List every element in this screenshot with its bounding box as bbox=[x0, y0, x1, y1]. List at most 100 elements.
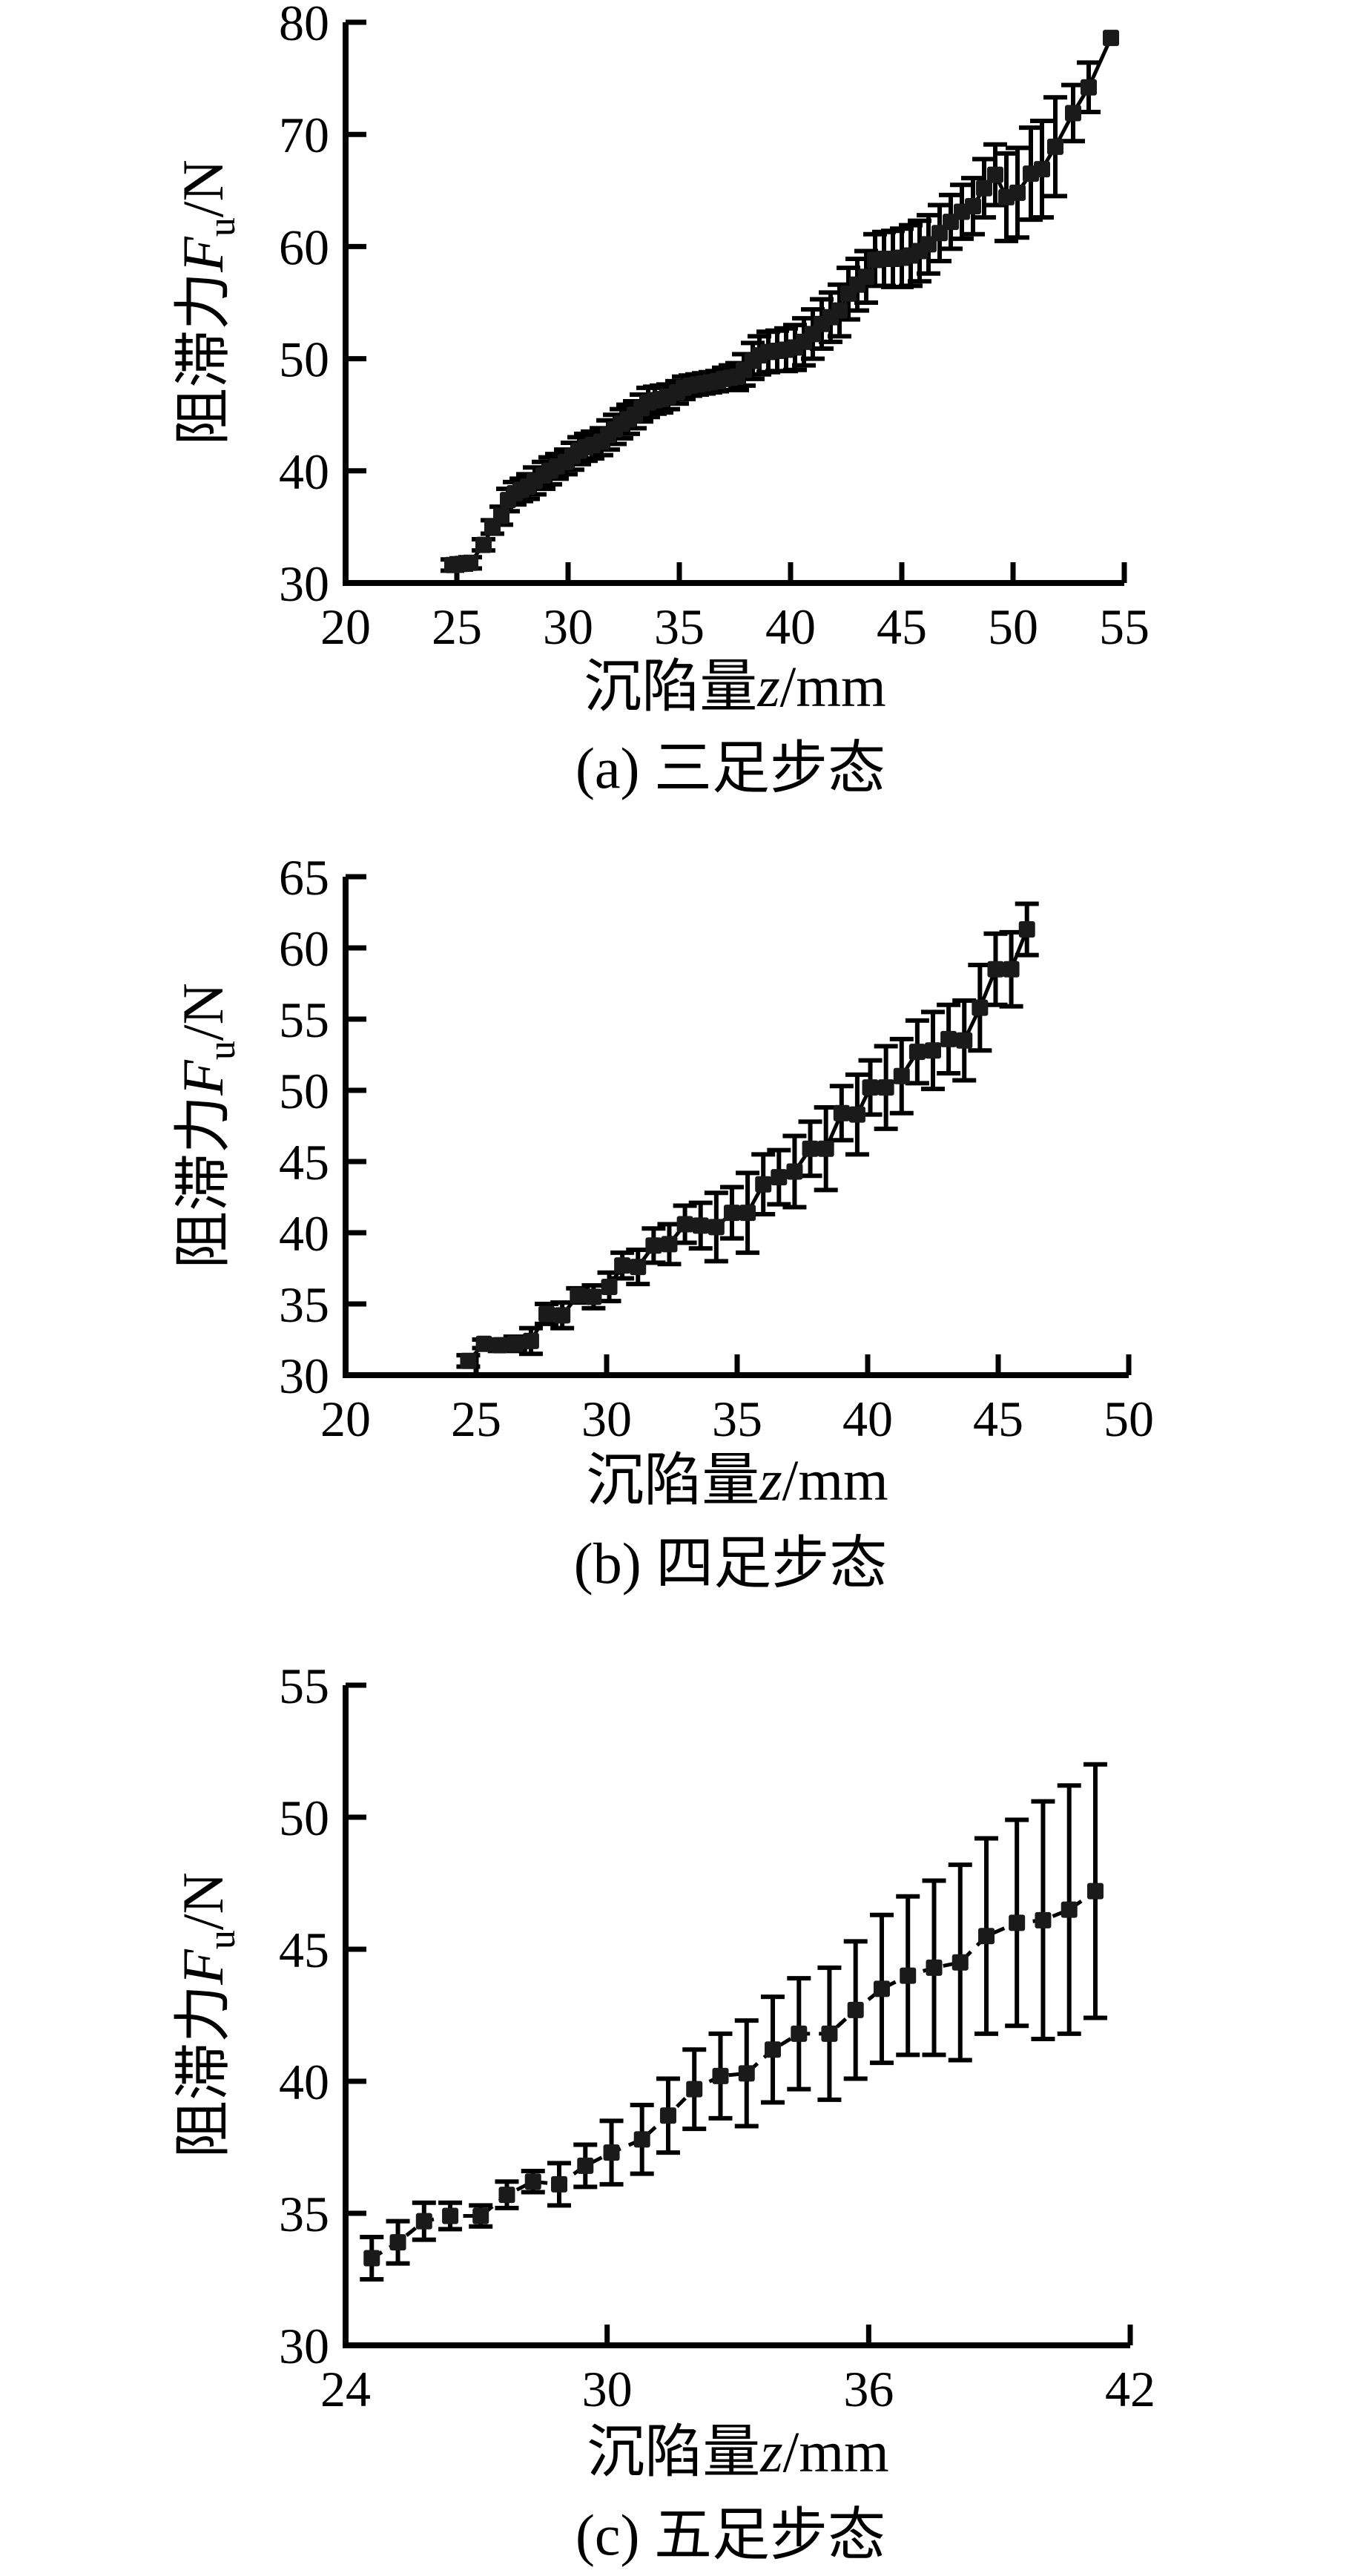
data-point bbox=[831, 302, 848, 319]
data-point bbox=[893, 1067, 910, 1084]
x-axis-label: 沉陷量z/mm bbox=[584, 654, 885, 719]
data-point bbox=[491, 1337, 508, 1354]
data-point bbox=[786, 1163, 803, 1180]
data-point bbox=[614, 1257, 631, 1274]
x-tick-label: 30 bbox=[581, 1391, 632, 1447]
y-tick-label: 55 bbox=[279, 1658, 329, 1714]
y-tick-label: 40 bbox=[279, 2054, 329, 2110]
data-point bbox=[987, 166, 1003, 183]
data-point bbox=[877, 1079, 894, 1096]
x-tick-label: 30 bbox=[543, 599, 593, 655]
data-point bbox=[601, 1278, 618, 1295]
data-point bbox=[956, 1032, 973, 1049]
data-point bbox=[738, 2065, 755, 2082]
data-point bbox=[1003, 961, 1020, 978]
data-point bbox=[987, 961, 1004, 978]
data-point bbox=[739, 1205, 756, 1222]
y-tick-label: 40 bbox=[279, 1205, 329, 1262]
x-tick-label: 20 bbox=[320, 1391, 371, 1447]
data-point bbox=[862, 1079, 879, 1096]
data-point bbox=[498, 2187, 515, 2204]
data-point bbox=[858, 269, 874, 286]
data-point bbox=[965, 197, 981, 214]
data-point bbox=[554, 1307, 571, 1324]
data-point bbox=[522, 1332, 539, 1349]
x-tick-label: 50 bbox=[1104, 1391, 1154, 1447]
data-point bbox=[462, 554, 478, 571]
data-point bbox=[538, 1305, 555, 1322]
axis-frame bbox=[343, 22, 1124, 586]
data-line bbox=[370, 1889, 1097, 2260]
x-tick-label: 35 bbox=[654, 599, 705, 655]
data-point bbox=[1047, 138, 1063, 155]
axis-frame bbox=[343, 1685, 1130, 2348]
data-point bbox=[1065, 105, 1081, 122]
error-bars bbox=[360, 1762, 1107, 2282]
x-tick-label: 40 bbox=[765, 599, 816, 655]
data-point bbox=[475, 1335, 492, 1352]
y-tick-label: 30 bbox=[279, 1348, 329, 1404]
error-bars bbox=[456, 901, 1039, 1369]
chart-quadruped-caption: (b) 四足步态 bbox=[574, 1531, 887, 1595]
data-point bbox=[847, 2001, 864, 2018]
y-tick-label: 45 bbox=[279, 1134, 329, 1190]
data-point bbox=[475, 536, 492, 553]
x-tick-label: 45 bbox=[877, 599, 927, 655]
data-point bbox=[873, 1980, 890, 1997]
y-tick-label: 40 bbox=[279, 444, 329, 500]
x-tick-label: 20 bbox=[320, 599, 371, 655]
y-axis-label: 阻滞力Fu/N bbox=[171, 159, 243, 446]
data-point bbox=[940, 1030, 957, 1047]
y-axis-label: 阻滞力Fu/N bbox=[171, 1872, 243, 2158]
data-point bbox=[1034, 161, 1050, 178]
y-tick-label: 60 bbox=[279, 219, 329, 275]
data-point bbox=[659, 2107, 676, 2124]
x-tick-label: 25 bbox=[432, 599, 482, 655]
data-point bbox=[908, 1044, 926, 1061]
data-point bbox=[926, 1959, 943, 1976]
y-tick-label: 55 bbox=[279, 992, 329, 1048]
x-tick-label: 25 bbox=[451, 1391, 501, 1447]
data-point bbox=[551, 2175, 568, 2193]
data-point bbox=[585, 1288, 602, 1305]
data-point bbox=[415, 2213, 432, 2230]
x-tick-label: 30 bbox=[582, 2361, 633, 2417]
x-tick-label: 40 bbox=[842, 1391, 893, 1447]
y-tick-label: 50 bbox=[279, 1063, 329, 1119]
x-axis-label: 沉陷量z/mm bbox=[586, 1448, 888, 1512]
chart-pentapod-caption: (c) 五足步态 bbox=[575, 2503, 885, 2567]
data-point bbox=[630, 1259, 647, 1276]
y-tick-label: 30 bbox=[279, 556, 329, 612]
y-tick-label: 70 bbox=[279, 107, 329, 163]
data-point bbox=[603, 2144, 620, 2161]
data-point bbox=[507, 1335, 524, 1352]
data-point bbox=[442, 2207, 459, 2224]
data-point bbox=[661, 1236, 678, 1253]
data-point bbox=[1081, 79, 1097, 96]
data-point bbox=[524, 2173, 541, 2190]
data-point bbox=[493, 507, 509, 524]
y-tick-label: 80 bbox=[279, 0, 329, 51]
data-point bbox=[1018, 921, 1035, 938]
data-point bbox=[771, 1169, 788, 1186]
x-tick-label: 42 bbox=[1105, 2361, 1155, 2417]
data-point bbox=[472, 2207, 489, 2224]
y-tick-label: 30 bbox=[279, 2318, 329, 2374]
x-tick-label: 55 bbox=[1099, 599, 1150, 655]
data-point bbox=[460, 1352, 477, 1369]
data-point bbox=[577, 2157, 594, 2174]
data-point bbox=[925, 1042, 941, 1059]
chart-quadruped-gait: 20 25 30 35 40 45 50 30 35 40 45 50 55 60 65 沉陷量z/mm 阻滞力… bbox=[171, 849, 1154, 1512]
data-point bbox=[712, 2067, 729, 2084]
data-point bbox=[791, 2025, 808, 2042]
x-tick-label: 35 bbox=[712, 1391, 762, 1447]
y-tick-label: 45 bbox=[279, 1922, 329, 1978]
x-axis-label: 沉陷量z/mm bbox=[587, 2419, 888, 2484]
data-point bbox=[1103, 30, 1119, 47]
data-line bbox=[466, 929, 1029, 1363]
data-point bbox=[1086, 1882, 1104, 1900]
data-point bbox=[978, 1928, 995, 1945]
data-point bbox=[389, 2234, 406, 2251]
